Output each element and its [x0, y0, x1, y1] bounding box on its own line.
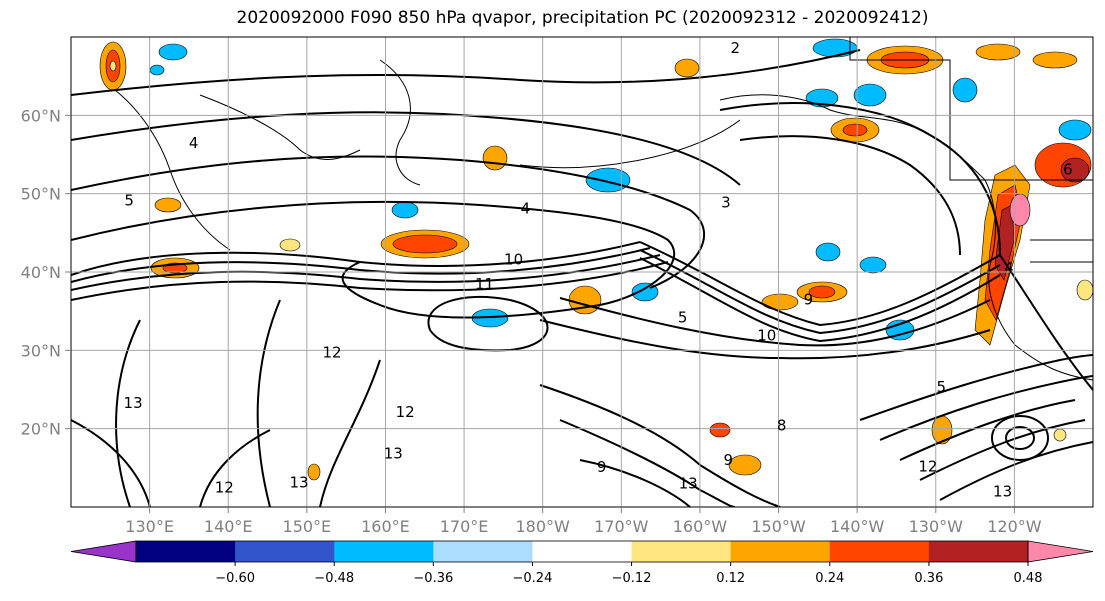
- lon-tick-label: 180°W: [516, 517, 571, 536]
- contour-label: 13: [384, 445, 403, 463]
- lon-tick-label: 150°E: [283, 517, 332, 536]
- colorbar-swatch: [532, 541, 633, 562]
- lon-tick-label: 140°E: [204, 517, 253, 536]
- lon-tick-label: 120°W: [987, 517, 1042, 536]
- lon-tick-label: 150°W: [751, 517, 806, 536]
- colorbar-swatch: [928, 541, 1029, 562]
- colorbar-swatch: [136, 541, 236, 562]
- lon-tick-label: 130°E: [125, 517, 174, 536]
- lat-tick-label: 60°N: [21, 106, 61, 125]
- longitude-ticks: 130°E 140°E 150°E 160°E 170°E 180°W 170°W 160°W…: [125, 507, 1042, 536]
- contour-label: 8: [777, 417, 787, 435]
- colorbar-tick-label: −0.24: [513, 571, 553, 586]
- colorbar-tick-label: 0.48: [1014, 571, 1043, 586]
- colorbar-extend-high: [1027, 540, 1094, 563]
- colorbar-tick-label: 0.36: [914, 571, 943, 586]
- contour-label: 9: [723, 451, 733, 469]
- lon-tick-label: 160°E: [361, 517, 410, 536]
- colorbar-tick-label: −0.60: [215, 571, 255, 586]
- colorbar-swatch: [334, 541, 434, 562]
- map-gridlines: [71, 37, 1093, 507]
- contour-label: 10: [504, 250, 523, 268]
- lat-tick-label: 40°N: [21, 263, 61, 282]
- lon-tick-label: 160°W: [673, 517, 728, 536]
- lat-tick-label: 50°N: [21, 185, 61, 204]
- colorbar: −0.60 −0.48 −0.36 −0.24 −0.12 0.12 0.24 0.36 0.4…: [70, 540, 1094, 586]
- colorbar-tick-label: −0.36: [413, 571, 453, 586]
- contour-label: 13: [124, 394, 143, 412]
- lon-tick-label: 140°W: [830, 517, 885, 536]
- colorbar-frame: [135, 540, 1029, 563]
- lat-tick-label: 30°N: [21, 341, 61, 360]
- colorbar-swatch: [433, 541, 533, 562]
- contour-label: 12: [918, 457, 937, 475]
- contour-label: 4: [521, 200, 531, 218]
- colorbar-tick-label: 0.24: [815, 571, 844, 586]
- contour-label: 4: [189, 134, 199, 152]
- contour-label: 11: [475, 275, 494, 293]
- colorbar-tick-label: −0.48: [314, 571, 354, 586]
- contour-label: 13: [993, 482, 1012, 500]
- contour-label: 5: [936, 378, 946, 396]
- contour-label: 9: [597, 458, 607, 476]
- colorbar-tick-label: 0.12: [716, 571, 745, 586]
- coastlines: [114, 37, 1093, 381]
- map-panel: 2 5 4 3 4 6 10 11 5 10 12 13 12 13 13 12 9 9 8 13 12 13 5 4 9: [71, 37, 1093, 507]
- colorbar-tick-label: −0.12: [612, 571, 652, 586]
- colorbar-swatch: [829, 541, 930, 562]
- contour-label: 10: [757, 326, 776, 344]
- precip-shading: [99, 38, 1093, 481]
- lat-tick-label: 20°N: [21, 420, 61, 439]
- contour-label: 2: [731, 39, 741, 57]
- contour-label: 5: [678, 308, 688, 326]
- contour-label: 12: [396, 403, 415, 421]
- contour-label: 13: [289, 474, 308, 492]
- contour-label: 5: [124, 192, 134, 210]
- colorbar-extend-low: [70, 540, 137, 563]
- contour-label: 12: [215, 478, 234, 496]
- colorbar-swatch: [730, 541, 831, 562]
- contour-label: 12: [322, 344, 341, 362]
- contour-label: 6: [1063, 160, 1073, 178]
- lon-tick-label: 170°E: [440, 517, 489, 536]
- contour-label: 9: [804, 290, 814, 308]
- contour-label: 13: [679, 475, 698, 493]
- colorbar-swatch: [235, 541, 335, 562]
- lon-tick-label: 130°W: [909, 517, 964, 536]
- contour-label: 3: [721, 193, 731, 211]
- latitude-ticks: 60°N 50°N 40°N 30°N 20°N: [21, 106, 71, 439]
- colorbar-swatch: [631, 541, 732, 562]
- contour-label: 4: [1004, 259, 1014, 277]
- contour-labels: 2 5 4 3 4 6 10 11 5 10 12 13 12 13 13 12 9 9 8 13 12 13 5 4 9: [124, 39, 1073, 500]
- lon-tick-label: 170°W: [594, 517, 649, 536]
- map-title: 2020092000 F090 850 hPa qvapor, precipit…: [236, 8, 929, 28]
